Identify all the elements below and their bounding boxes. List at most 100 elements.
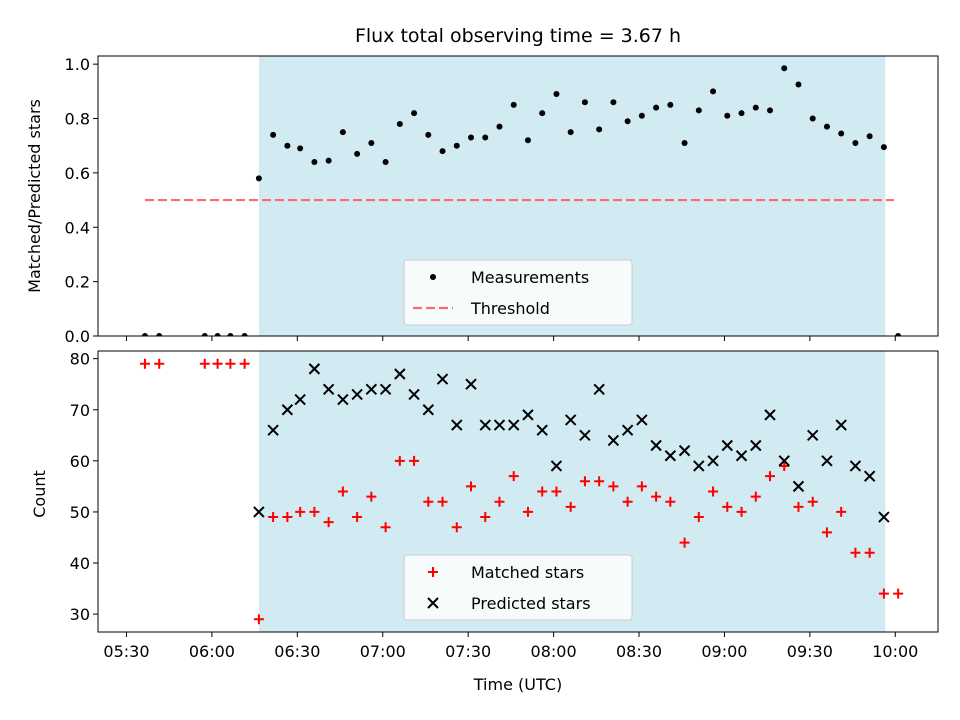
data-point: [821, 527, 832, 538]
data-point: [895, 333, 902, 336]
data-point: [779, 460, 790, 471]
data-point: [610, 99, 617, 106]
data-point: [707, 455, 719, 467]
series-matched-stars: [139, 358, 904, 625]
data-point: [550, 460, 563, 472]
y-tick-label: 80: [70, 350, 90, 369]
data-point: [466, 481, 477, 492]
data-point: [880, 144, 887, 151]
data-point: [650, 439, 662, 452]
data-point: [297, 145, 304, 152]
x-tick-label: 10:00: [872, 642, 918, 661]
data-point: [653, 104, 660, 111]
data-point: [480, 512, 491, 523]
y-tick-label: 70: [70, 401, 90, 420]
data-point: [765, 471, 775, 482]
legend: Matched stars Predicted stars: [403, 554, 633, 621]
data-point: [607, 434, 620, 447]
axes-frame: [97, 350, 939, 633]
data-point: [282, 512, 293, 523]
data-point: [537, 486, 548, 497]
data-point: [693, 460, 705, 472]
data-point: [636, 414, 648, 426]
data-point: [863, 470, 876, 482]
data-point: [354, 150, 361, 157]
data-point: [836, 506, 847, 517]
data-point: [693, 512, 704, 523]
data-point: [539, 110, 546, 117]
data-point: [664, 450, 677, 462]
y-tick-label: 50: [70, 503, 90, 522]
y-tick-label: 0.2: [65, 273, 90, 292]
data-point: [710, 88, 717, 95]
data-point: [380, 522, 391, 533]
data-point: [339, 129, 346, 136]
data-point: [411, 110, 418, 117]
data-point: [878, 588, 889, 599]
data-point: [553, 91, 560, 98]
data-point: [494, 496, 505, 507]
data-point: [308, 363, 321, 375]
data-point: [281, 404, 294, 416]
data-point: [636, 481, 647, 492]
axes-frame: [97, 55, 939, 337]
x-tick-label: 07:30: [445, 642, 491, 661]
data-point: [708, 486, 719, 497]
legend-box: [403, 259, 633, 326]
data-point: [621, 424, 634, 436]
data-point: [667, 101, 674, 108]
data-point: [141, 333, 148, 336]
data-point: [596, 126, 603, 133]
data-point: [835, 419, 847, 431]
data-point: [436, 373, 449, 385]
data-point: [239, 358, 250, 369]
data-point: [594, 476, 605, 487]
data-point: [423, 496, 434, 507]
data-point: [678, 444, 691, 457]
x-tick-label: 06:30: [274, 642, 320, 661]
x-tick-label: 05:30: [103, 642, 149, 661]
data-point: [382, 159, 389, 166]
data-point: [878, 511, 890, 523]
data-point: [778, 455, 790, 467]
legend-label: Matched stars: [471, 563, 584, 582]
data-point: [536, 424, 548, 436]
data-point: [821, 455, 833, 467]
bottom-panel: 30 40 50 60 70 80 05:30 06:00 06:30 07:00 07:30 08:…: [70, 350, 939, 661]
data-point: [849, 460, 862, 472]
data-point: [309, 506, 320, 517]
data-point: [493, 419, 506, 431]
data-point: [579, 476, 590, 487]
data-point: [284, 142, 291, 149]
x-tick-label: 08:30: [616, 642, 662, 661]
data-point: [608, 481, 619, 492]
data-point: [379, 383, 392, 396]
data-point: [579, 429, 591, 442]
data-point: [508, 471, 519, 482]
data-point: [793, 501, 804, 512]
x-tick-label: 08:00: [531, 642, 577, 661]
legend-marker: [430, 274, 436, 280]
data-point: [394, 455, 405, 466]
data-point: [214, 333, 221, 336]
y-tick-label: 1.0: [65, 55, 90, 74]
data-point: [838, 130, 845, 137]
y-tick-label: 0.6: [65, 164, 90, 183]
data-point: [522, 506, 533, 517]
data-point: [695, 107, 702, 114]
data-point: [510, 101, 517, 108]
data-point: [807, 496, 818, 507]
data-point: [722, 501, 733, 512]
x-axis-label: Time (UTC): [473, 675, 562, 694]
data-point: [201, 333, 208, 336]
data-point: [154, 358, 165, 369]
series-predicted-stars: [253, 363, 890, 523]
data-point: [323, 517, 334, 528]
legend-label: Measurements: [471, 268, 589, 287]
data-point: [795, 81, 802, 88]
series-measurements: [141, 65, 902, 336]
data-point: [394, 368, 406, 380]
data-point: [227, 333, 234, 336]
data-point: [622, 496, 633, 507]
